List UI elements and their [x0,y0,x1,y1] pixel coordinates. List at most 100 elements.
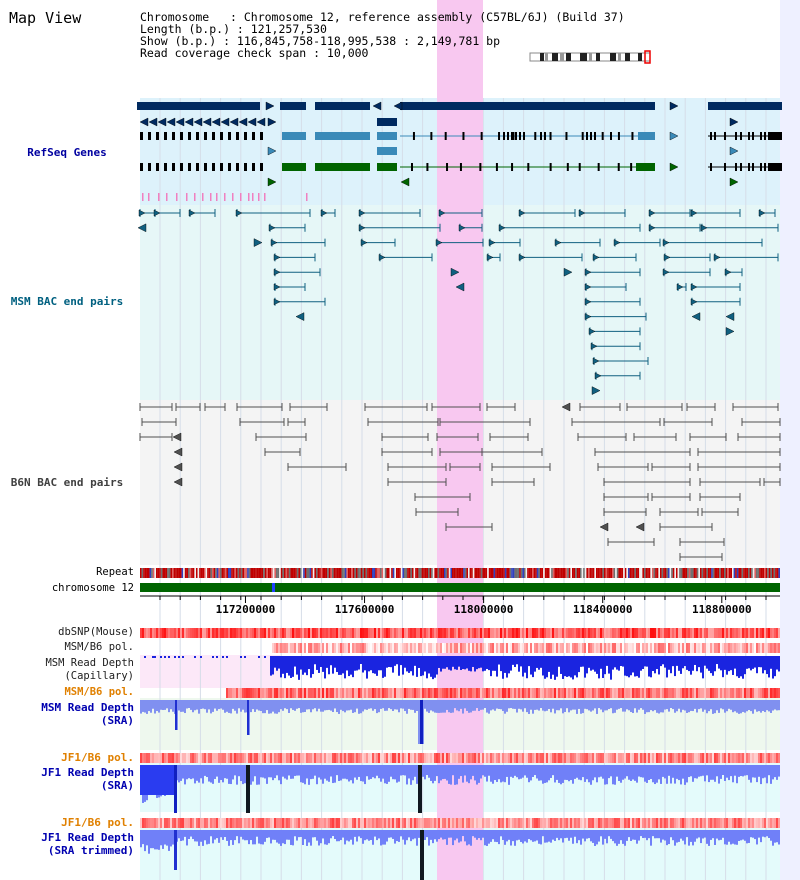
jf1-sra-depth-bar [330,765,332,777]
msm-pol-cell-2 [304,688,306,698]
jf1-trim-depth-bar [168,830,170,851]
repeat-feature [308,568,310,578]
gene-row-5-exon [377,163,397,171]
repeat-feature [767,568,769,578]
msm-pol-cell-2 [498,688,500,698]
jf1-pol-cell-2 [300,818,302,828]
repeat-feature [632,568,635,578]
jf1-pol-cell-2 [296,818,298,828]
dbsnp-cell [570,628,572,638]
jf1-pol-cell [614,753,616,763]
jf1-pol-cell-2 [176,818,178,828]
jf1-pol-cell [396,753,398,763]
jf1-sra-depth-bar [230,765,232,785]
msm-sra-depth-bar [632,700,634,714]
capillary-depth-bar [620,656,622,666]
jf1-trim-depth-bar [452,830,454,846]
msm-bac-end [486,254,494,261]
jf1-pol-cell-2 [380,818,382,828]
msm-pol-cell [412,643,414,653]
msm-pol-cell-2 [278,688,280,698]
b6n-bac-label[interactable]: B6N BAC end pairs [10,476,124,489]
jf1-trim-depth-bar [528,830,530,840]
jf1-sra-depth-bar [526,765,528,778]
jf1-pol-cell-2 [222,818,224,828]
dbsnp-cell [400,628,402,638]
capillary-depth-bar [554,656,556,680]
msm-pol-cell [618,643,620,653]
capillary-depth-bar [466,656,468,669]
jf1-pol-cell [468,753,470,763]
jf1-trim-depth-bar [734,830,736,845]
dbsnp-cell [200,628,202,638]
msm-pol-cell [318,643,320,653]
gene-tick [459,163,462,171]
msm-sra-depth-bar [718,700,720,713]
repeat-feature [368,568,371,578]
jf1-pol-cell-2 [438,818,440,828]
capillary-depth-bar [316,656,318,670]
jf1-pol-cell [398,753,400,763]
msm-sra-depth-bar [650,700,652,711]
jf1-pol-cell [300,753,302,763]
gene-tick [220,132,223,140]
repeat-feature [508,568,510,578]
jf1-sra-depth-bar [756,765,758,783]
jf1-pol-cell [748,753,750,763]
msm-pol-cell [580,643,582,653]
msm-pol-cell [702,643,704,653]
jf1-trim-depth-bar [200,830,202,842]
msm-sra-depth-bar [262,700,264,714]
jf1-trim-depth-bar [638,830,640,841]
jf1-trim-depth-bar [240,830,242,837]
jf1-pol-cell-2 [502,818,504,828]
msm-pol-cell [552,643,554,653]
refseq-genes-label[interactable]: RefSeq Genes [27,146,107,159]
msm-pol-cell-2 [508,688,510,698]
msm-pol-cell [512,643,514,653]
jf1-trim-depth-bar [302,830,304,845]
dbsnp-cell [762,628,764,638]
jf1-pol-cell-2 [568,818,570,828]
msm-sra-depth-bar [242,700,244,710]
jf1-pol-cell-2 [460,818,462,828]
msm-sra-depth-bar [320,700,322,712]
msm-sra-depth-bar [690,700,692,711]
jf1-pol-cell [452,753,454,763]
msm-pol-cell-2 [484,688,486,698]
jf1-pol-cell [570,753,572,763]
dbsnp-cell [424,628,426,638]
jf1-pol-cell [296,753,298,763]
msm-pol-cell-2 [756,688,758,698]
msm-pol-cell-2 [748,688,750,698]
jf1-trim-depth-bar [502,830,504,840]
jf1-pol-cell-2 [272,818,274,828]
msm-bac-end [563,267,573,277]
msm-pol-cell [308,643,310,653]
jf1-pol-cell [234,753,236,763]
jf1-sra-depth-bar [686,765,688,783]
jf1-pol-cell-2 [308,818,310,828]
dbsnp-cell [726,628,728,638]
msm-pol-cell [516,643,518,653]
jf1-sra-depth-bar [196,765,198,781]
msm-sra-depth-bar [652,700,654,712]
msm-pol-cell-2 [252,688,254,698]
jf1-trim-depth-bar [416,830,418,846]
msm-pol-cell [328,643,330,653]
gene-arrow [229,117,239,127]
jf1-pol-cell [148,753,150,763]
jf1-trim-depth-bar [776,830,778,843]
jf1-sra-depth-bar [394,765,396,780]
msm-bac-label[interactable]: MSM BAC end pairs [10,295,124,308]
msm-sra-depth-bar [470,700,472,713]
msm-pol-cell-2 [600,688,602,698]
jf1-trim-depth-bar [546,830,548,843]
dbsnp-cell [754,628,756,638]
jf1-pol-cell-2 [546,818,548,828]
msm-pol-cell-2 [700,688,702,698]
capillary-depth-bar [760,656,762,668]
jf1-sra-depth-bar [398,765,400,782]
dbsnp-cell [530,628,532,638]
jf1-pol-cell [642,753,644,763]
